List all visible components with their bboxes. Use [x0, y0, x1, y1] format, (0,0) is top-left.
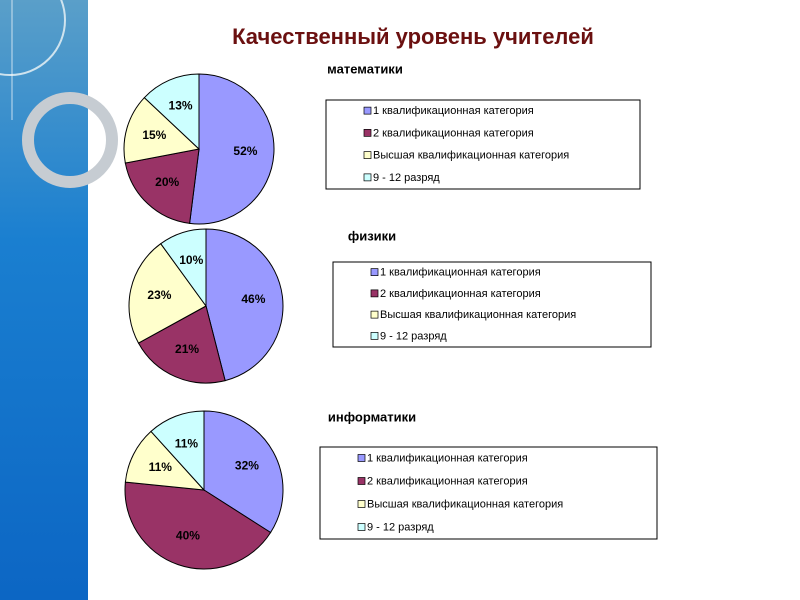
legend-swatch — [357, 454, 366, 462]
pie-slice — [143, 73, 200, 151]
pie-slice — [137, 305, 226, 384]
data-label: 15% — [142, 128, 166, 142]
decor-circle — [0, 0, 66, 76]
data-label: 20% — [155, 175, 179, 189]
legend-swatch — [363, 173, 372, 182]
pie-slice — [150, 410, 205, 492]
pie-slice — [189, 73, 275, 225]
legend-swatch — [357, 500, 366, 508]
legend-swatch — [370, 289, 379, 298]
data-label: 10% — [179, 253, 203, 267]
pie-slice — [205, 228, 284, 382]
legend-swatch — [370, 310, 379, 319]
legend-label: Высшая квалификационная категория — [380, 309, 576, 321]
legend-label: 9 - 12 разряд — [373, 172, 440, 184]
data-label: 40% — [176, 528, 200, 542]
pie-slice — [160, 228, 207, 308]
legend-label: 1 квалификационная категория — [373, 105, 534, 117]
data-label: 46% — [241, 292, 265, 306]
legend-label: 2 квалификационная категория — [367, 475, 528, 487]
decor-circle — [22, 92, 118, 188]
legend-label: 1 квалификационная категория — [380, 267, 541, 279]
data-label: 11% — [175, 436, 199, 450]
legend-label: 9 - 12 разряд — [367, 521, 434, 533]
legend-label: 1 квалификационная категория — [367, 452, 528, 464]
data-label: 21% — [175, 342, 199, 356]
legend-label: Высшая квалификационная категория — [373, 150, 569, 162]
legend — [319, 446, 658, 540]
side-band — [0, 0, 88, 600]
legend-swatch — [357, 477, 366, 485]
legend-label: 2 квалификационная категория — [373, 127, 534, 139]
data-label: 23% — [147, 288, 171, 302]
pie-slice — [124, 481, 272, 570]
legend-swatch — [363, 106, 372, 115]
legend-label: Высшая квалификационная категория — [367, 498, 563, 510]
data-label: 13% — [169, 98, 193, 112]
legend-swatch — [357, 523, 366, 531]
legend-label: 2 квалификационная категория — [380, 288, 541, 300]
legend — [325, 99, 641, 190]
slide-title: Качественный уровень учителей — [232, 24, 594, 49]
legend-swatch — [363, 129, 372, 137]
legend-label: 9 - 12 разряд — [380, 330, 447, 342]
chart-title: физики — [348, 228, 396, 243]
legend — [332, 261, 652, 348]
legend-swatch — [363, 151, 372, 159]
data-label: 32% — [235, 459, 259, 473]
chart-title: математики — [327, 61, 403, 76]
data-label: 52% — [233, 144, 257, 158]
pie-slice — [124, 148, 200, 224]
pie-slice — [128, 243, 207, 344]
chart-title: информатики — [328, 409, 416, 424]
pie-slice — [123, 96, 201, 164]
legend-swatch — [370, 332, 379, 340]
data-label: 11% — [149, 460, 173, 474]
legend-swatch — [370, 268, 379, 276]
